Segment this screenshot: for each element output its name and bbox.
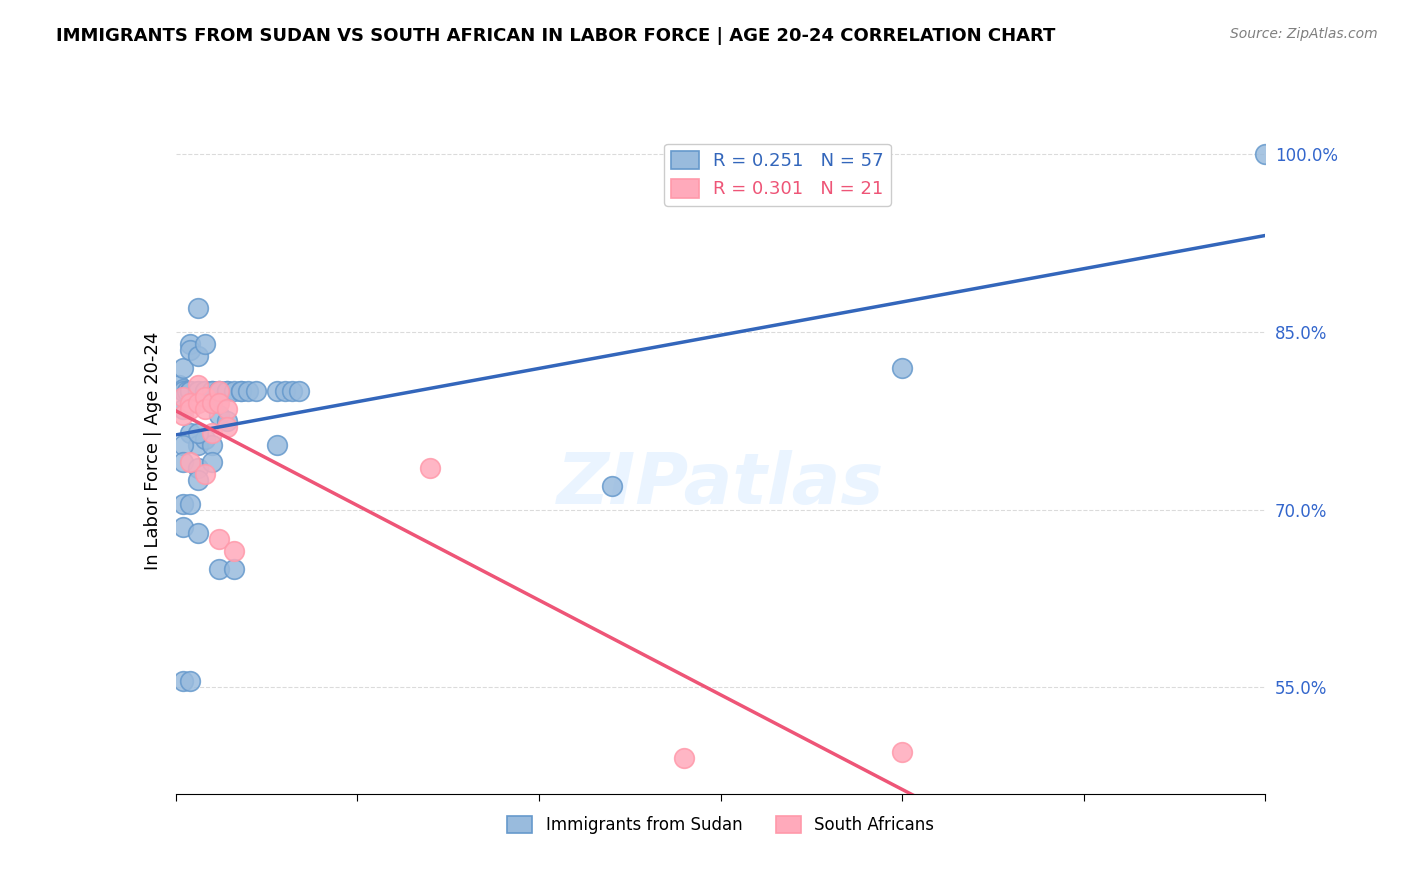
- Point: [208, 384, 231, 399]
- Point: [208, 384, 231, 399]
- Point: [186, 425, 209, 440]
- Point: [186, 396, 209, 410]
- Point: [179, 384, 201, 399]
- Point: [179, 396, 201, 410]
- Point: [172, 455, 194, 469]
- Point: [194, 384, 217, 399]
- Text: IMMIGRANTS FROM SUDAN VS SOUTH AFRICAN IN LABOR FORCE | AGE 20-24 CORRELATION CH: IMMIGRANTS FROM SUDAN VS SOUTH AFRICAN I…: [56, 27, 1056, 45]
- Point: [281, 384, 304, 399]
- Point: [288, 384, 311, 399]
- Point: [194, 337, 217, 351]
- Point: [179, 455, 201, 469]
- Point: [274, 384, 297, 399]
- Point: [215, 419, 238, 434]
- Point: [179, 425, 201, 440]
- Point: [172, 402, 194, 417]
- Point: [172, 520, 194, 534]
- Point: [194, 402, 217, 417]
- Point: [179, 343, 201, 357]
- Point: [179, 402, 201, 417]
- Point: [222, 544, 245, 558]
- Point: [231, 384, 253, 399]
- Point: [201, 396, 224, 410]
- Point: [201, 384, 224, 399]
- Point: [215, 384, 238, 399]
- Point: [600, 479, 623, 493]
- Point: [194, 467, 217, 482]
- Point: [201, 455, 224, 469]
- Point: [176, 384, 198, 399]
- Point: [673, 751, 696, 765]
- Point: [194, 384, 217, 399]
- Point: [222, 562, 245, 576]
- Point: [186, 384, 209, 399]
- Point: [1254, 147, 1277, 161]
- Point: [172, 497, 194, 511]
- Point: [201, 396, 224, 410]
- Text: Source: ZipAtlas.com: Source: ZipAtlas.com: [1230, 27, 1378, 41]
- Point: [186, 526, 209, 541]
- Point: [172, 384, 194, 399]
- Point: [186, 384, 209, 399]
- Point: [179, 337, 201, 351]
- Point: [186, 349, 209, 363]
- Point: [238, 384, 260, 399]
- Legend: Immigrants from Sudan, South Africans: Immigrants from Sudan, South Africans: [501, 809, 941, 840]
- Point: [245, 384, 267, 399]
- Point: [194, 432, 217, 446]
- Point: [222, 384, 245, 399]
- Point: [179, 497, 201, 511]
- Point: [208, 562, 231, 576]
- Point: [201, 384, 224, 399]
- Point: [266, 437, 288, 451]
- Point: [891, 360, 914, 375]
- Point: [172, 382, 194, 396]
- Point: [179, 674, 201, 689]
- Point: [231, 384, 253, 399]
- Point: [208, 396, 231, 410]
- Point: [186, 437, 209, 451]
- Point: [172, 360, 194, 375]
- Point: [179, 384, 201, 399]
- Point: [194, 390, 217, 404]
- Point: [186, 378, 209, 392]
- Point: [215, 402, 238, 417]
- Point: [891, 746, 914, 760]
- Point: [215, 384, 238, 399]
- Point: [208, 533, 231, 547]
- Y-axis label: In Labor Force | Age 20-24: In Labor Force | Age 20-24: [143, 331, 162, 570]
- Point: [201, 425, 224, 440]
- Point: [266, 384, 288, 399]
- Point: [172, 390, 194, 404]
- Point: [186, 301, 209, 316]
- Point: [186, 461, 209, 475]
- Point: [208, 408, 231, 422]
- Point: [172, 437, 194, 451]
- Point: [169, 378, 191, 392]
- Point: [172, 674, 194, 689]
- Point: [172, 408, 194, 422]
- Point: [208, 384, 231, 399]
- Point: [186, 473, 209, 487]
- Text: ZIPatlas: ZIPatlas: [557, 450, 884, 519]
- Point: [419, 461, 441, 475]
- Point: [201, 437, 224, 451]
- Point: [215, 414, 238, 428]
